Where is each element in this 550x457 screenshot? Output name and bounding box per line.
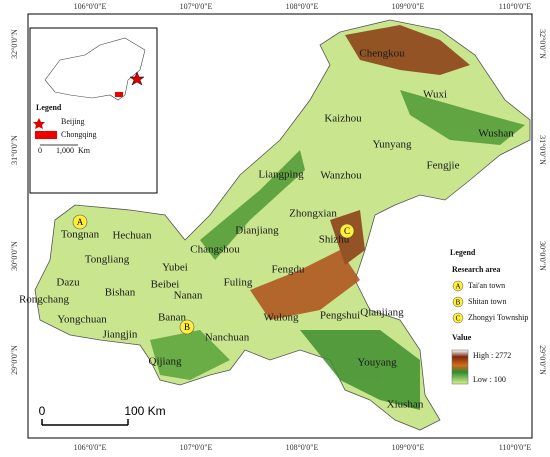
legend-item: Shitan town (468, 297, 506, 306)
legend-item: Tai'an town (468, 281, 505, 290)
legend-item: Zhongyi Township (468, 313, 528, 322)
place-label: Wuxi (423, 89, 447, 101)
place-label: Beibei (151, 279, 180, 291)
place-label: Fuling (224, 277, 253, 289)
place-label: Hechuan (112, 230, 152, 242)
value-high: High : 2772 (473, 351, 511, 360)
relief-high (250, 250, 360, 320)
beijing-star (129, 71, 145, 86)
value-ramp (451, 349, 469, 385)
legend-marker (452, 280, 464, 292)
place-label: Kaizhou (324, 113, 362, 125)
site-marker-label: C (344, 226, 350, 236)
legend-marker (452, 296, 464, 308)
legend-marker-label: A (455, 283, 460, 291)
place-label: Qianjiang (360, 307, 404, 319)
place-label: Qijiang (149, 356, 182, 368)
place-label: Nanan (174, 290, 203, 302)
relief-mid (400, 90, 525, 145)
site-marker-label: A (77, 217, 84, 227)
longitude-label: 109°0'0"E (392, 2, 425, 11)
place-label: Dianjiang (235, 225, 279, 237)
chongqing-mark (115, 92, 123, 97)
place-label: Zhongxian (289, 208, 337, 220)
china-outline (44, 37, 146, 101)
latitude-label: 30°0'0"N (10, 241, 19, 271)
place-label: Banan (158, 312, 187, 324)
place-label: Xiushan (387, 399, 424, 411)
longitude-label: 109°0'0"E (392, 443, 425, 452)
legend-marker (452, 312, 464, 324)
scale-label: 100 Km (124, 404, 165, 418)
place-label: Changshou (190, 244, 240, 256)
place-label: Dazu (56, 277, 80, 289)
inset-scale-label: 1,000 (56, 146, 74, 155)
value-low: Low : 100 (473, 375, 506, 384)
place-label: Liangping (258, 169, 304, 181)
scale-label: 0 (39, 404, 46, 418)
relief-mid (300, 330, 420, 410)
latitude-label: 29°0'0"N (538, 345, 547, 375)
place-label: Yubei (162, 262, 188, 274)
relief-mid (200, 150, 305, 260)
longitude-label: 106°0'0"E (74, 443, 107, 452)
longitude-label: 110°0'0"E (499, 2, 532, 11)
latitude-label: 29°0'0"N (10, 345, 19, 375)
place-label: Tongliang (85, 254, 130, 266)
inset-legend-item: Chongqing (61, 130, 97, 139)
legend-title: Legend (450, 248, 476, 257)
longitude-label: 107°0'0"E (180, 443, 213, 452)
longitude-label: 107°0'0"E (180, 2, 213, 11)
place-label: Wulong (264, 312, 299, 324)
legend-marker-label: B (456, 299, 461, 307)
latitude-label: 32°0'0"N (10, 29, 19, 59)
place-label: Nanchuan (205, 332, 250, 344)
inset-map (29, 27, 158, 194)
legend-red-box (35, 131, 57, 139)
site-marker (179, 319, 195, 335)
longitude-label: 110°0'0"E (499, 443, 532, 452)
inset-legend-title: Legend (36, 103, 62, 112)
longitude-label: 108°0'0"E (286, 443, 319, 452)
latitude-label: 30°0'0"N (538, 241, 547, 271)
relief-mid (150, 330, 230, 380)
place-label: Bishan (105, 287, 136, 299)
legend-marker-label: C (456, 315, 461, 323)
place-label: Youyang (357, 357, 397, 369)
place-label: Jiangjin (103, 329, 138, 341)
research-title: Research area (452, 265, 500, 274)
site-marker (339, 223, 355, 239)
place-label: Yunyang (372, 139, 412, 151)
place-label: Yongchuan (57, 314, 107, 326)
place-label: Fengjie (427, 160, 460, 172)
place-label: Tongnan (61, 229, 100, 241)
place-label: Rongchang (19, 294, 70, 306)
site-marker (72, 214, 88, 230)
chongqing-region (34, 19, 531, 431)
place-label: Wanzhou (320, 170, 362, 182)
place-label: Wushan (478, 128, 514, 140)
latitude-label: 31°0'0"N (538, 135, 547, 165)
latitude-label: 32°0'0"N (538, 29, 547, 59)
value-title: Value (452, 333, 472, 342)
inset-scale-label: 0 (38, 146, 42, 155)
place-label: Pengshui (320, 310, 360, 322)
place-label: Shizhu (319, 234, 350, 246)
relief-high (345, 25, 470, 75)
inset-scale-label: Km (78, 146, 91, 155)
relief (150, 25, 525, 410)
latitude-label: 31°0'0"N (10, 135, 19, 165)
site-marker-label: B (184, 322, 190, 332)
place-label: Chengkou (359, 48, 405, 60)
inset-legend-item: Beijing (61, 117, 85, 126)
longitude-label: 108°0'0"E (286, 2, 319, 11)
longitude-label: 106°0'0"E (74, 2, 107, 11)
place-label: Fengdu (272, 264, 306, 276)
legend-star (33, 118, 45, 129)
